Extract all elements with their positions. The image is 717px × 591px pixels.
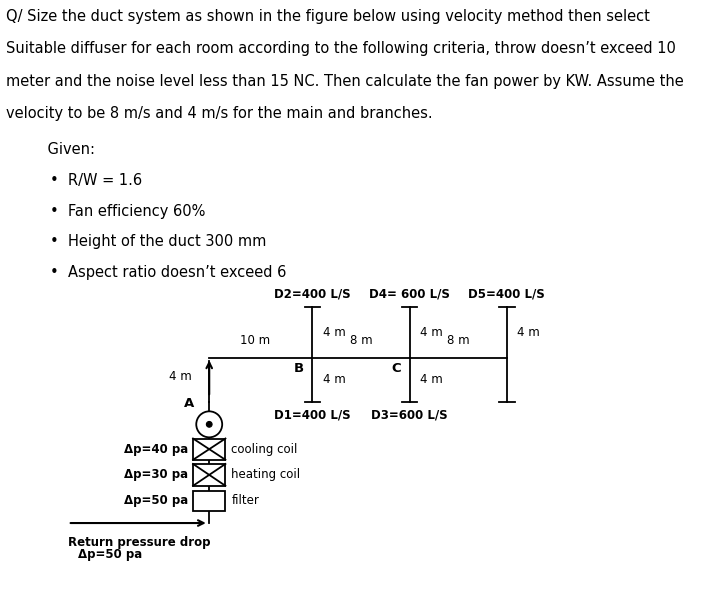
Text: D4= 600 L/S: D4= 600 L/S: [369, 287, 450, 300]
Text: filter: filter: [232, 495, 260, 507]
Text: 4 m: 4 m: [168, 371, 191, 383]
Circle shape: [196, 411, 222, 437]
Circle shape: [206, 421, 212, 427]
Text: Δp=40 pa: Δp=40 pa: [124, 443, 189, 456]
Text: C: C: [391, 362, 401, 375]
Text: 4 m: 4 m: [518, 326, 540, 339]
Text: 10 m: 10 m: [240, 334, 270, 347]
Text: B: B: [293, 362, 303, 375]
Text: heating coil: heating coil: [232, 469, 300, 481]
Text: D2=400 L/S: D2=400 L/S: [274, 287, 351, 300]
Text: •  Fan efficiency 60%: • Fan efficiency 60%: [50, 203, 206, 219]
Text: Δp=50 pa: Δp=50 pa: [78, 548, 143, 561]
Text: Return pressure drop: Return pressure drop: [68, 536, 210, 549]
Text: Δp=50 pa: Δp=50 pa: [124, 495, 189, 507]
FancyBboxPatch shape: [193, 491, 225, 511]
Text: D3=600 L/S: D3=600 L/S: [371, 409, 448, 422]
FancyBboxPatch shape: [193, 464, 225, 486]
Text: D1=400 L/S: D1=400 L/S: [274, 409, 351, 422]
Text: •  Height of the duct 300 mm: • Height of the duct 300 mm: [50, 235, 267, 249]
Text: 8 m: 8 m: [350, 334, 372, 347]
Text: velocity to be 8 m/s and 4 m/s for the main and branches.: velocity to be 8 m/s and 4 m/s for the m…: [6, 106, 432, 121]
Text: cooling coil: cooling coil: [232, 443, 298, 456]
Text: Given:: Given:: [29, 142, 95, 157]
Text: Suitable diffuser for each room according to the following criteria, throw doesn: Suitable diffuser for each room accordin…: [6, 41, 675, 56]
FancyBboxPatch shape: [193, 439, 225, 460]
Text: A: A: [184, 397, 194, 410]
Text: •  R/W = 1.6: • R/W = 1.6: [50, 173, 142, 188]
Text: 4 m: 4 m: [420, 374, 443, 386]
Text: D5=400 L/S: D5=400 L/S: [468, 287, 545, 300]
Text: 4 m: 4 m: [323, 374, 346, 386]
Text: meter and the noise level less than 15 NC. Then calculate the fan power by KW. A: meter and the noise level less than 15 N…: [6, 74, 683, 89]
Text: 8 m: 8 m: [447, 334, 470, 347]
Text: •  Aspect ratio doesn’t exceed 6: • Aspect ratio doesn’t exceed 6: [50, 265, 287, 280]
Text: Δp=30 pa: Δp=30 pa: [124, 469, 189, 481]
Text: 4 m: 4 m: [323, 326, 346, 339]
Text: 4 m: 4 m: [420, 326, 443, 339]
Text: Q/ Size the duct system as shown in the figure below using velocity method then : Q/ Size the duct system as shown in the …: [6, 9, 650, 24]
